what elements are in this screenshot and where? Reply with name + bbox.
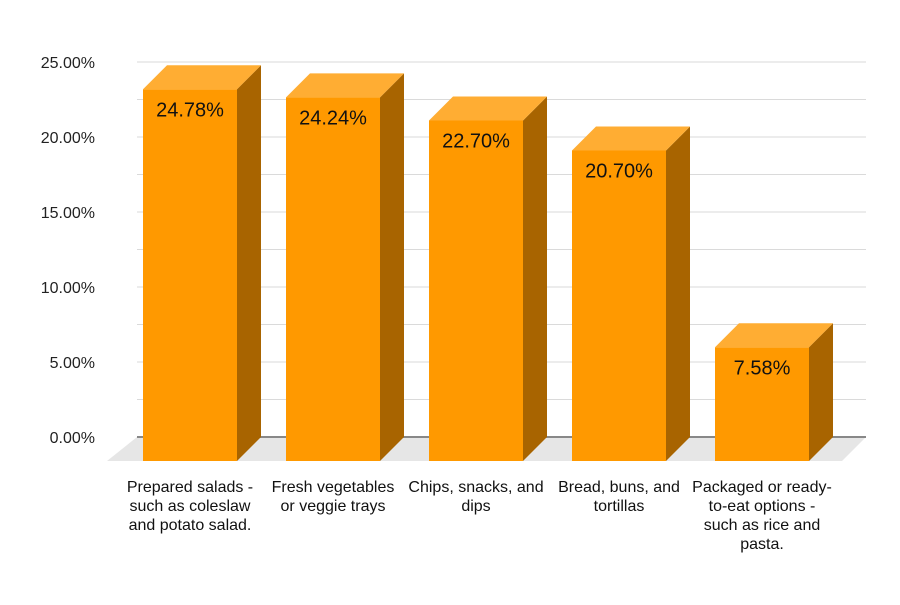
bar-top-face: [286, 73, 404, 98]
bar-top-face: [715, 323, 833, 348]
x-category-label: Bread, buns, and tortillas: [558, 479, 680, 515]
data-label: 7.58%: [734, 357, 791, 379]
y-tick-label: 0.00%: [50, 430, 95, 447]
data-label: 24.24%: [299, 107, 367, 129]
bar-front-face: [143, 89, 237, 462]
bar-front-face: [429, 120, 523, 461]
bar-side-face: [380, 73, 404, 462]
y-tick-label: 10.00%: [41, 280, 95, 297]
bar: [572, 126, 690, 461]
bar-top-face: [143, 65, 261, 90]
y-tick-label: 20.00%: [41, 130, 95, 147]
bar-side-face: [666, 126, 690, 461]
bar-top-face: [429, 96, 547, 121]
bar-top-face: [572, 126, 690, 151]
y-axis-ticks: 0.00% 5.00% 10.00% 15.00% 20.00% 25.00%: [41, 55, 95, 447]
x-category-label: Packaged or ready-to-eat options - such …: [692, 479, 832, 553]
bars: [143, 65, 833, 462]
x-category-label: Fresh vegetables or veggie trays: [271, 479, 395, 515]
bar-side-face: [237, 65, 261, 462]
bar: [715, 323, 833, 461]
bar-front-face: [286, 97, 380, 462]
x-category-label: Chips, snacks, and dips: [408, 479, 544, 515]
bar-side-face: [523, 96, 547, 461]
data-label: 24.78%: [156, 99, 224, 121]
bar: [286, 73, 404, 462]
bar-front-face: [715, 347, 809, 461]
bar: [429, 96, 547, 461]
data-label: 20.70%: [585, 161, 653, 183]
y-tick-label: 25.00%: [41, 55, 95, 72]
bar: [143, 65, 261, 462]
bar-side-face: [809, 323, 833, 461]
bar-front-face: [572, 150, 666, 461]
data-label: 22.70%: [442, 131, 510, 153]
x-category-label: Prepared salads - such as coleslaw and p…: [126, 479, 254, 534]
data-labels: 24.78% 24.24% 22.70% 20.70% 7.58%: [156, 99, 790, 379]
y-tick-label: 15.00%: [41, 205, 95, 222]
y-tick-label: 5.00%: [50, 355, 95, 372]
